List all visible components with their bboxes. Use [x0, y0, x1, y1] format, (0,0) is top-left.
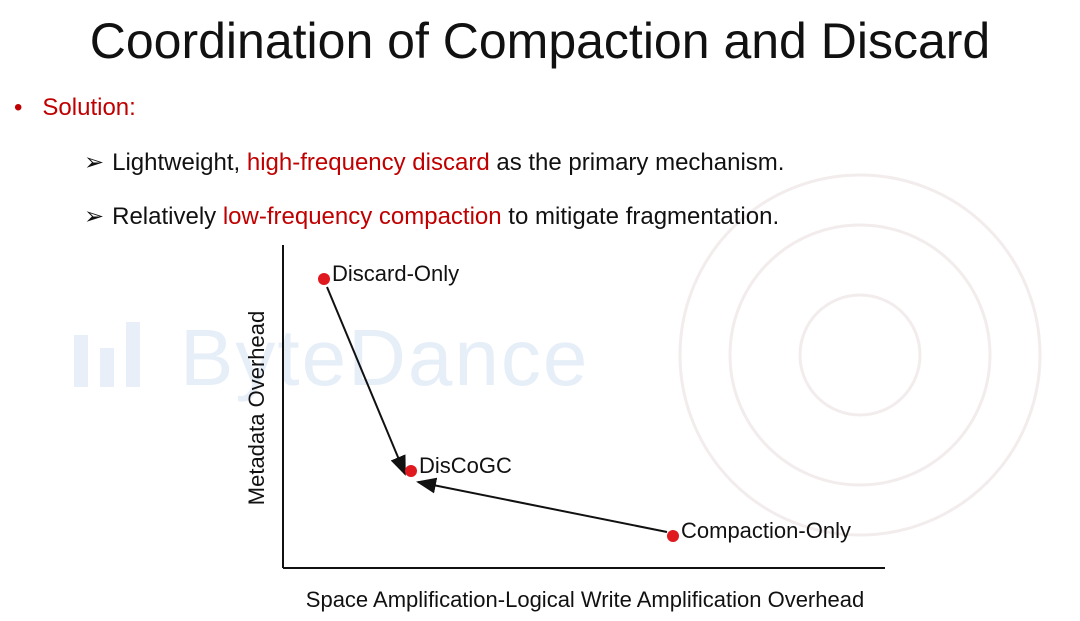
arrow: [326, 286, 406, 476]
text: low-frequency compaction: [222, 203, 502, 230]
slide-title: Coordination of Compaction and Discard: [89, 13, 991, 69]
node-dot: [667, 530, 679, 542]
sub-bullet: Relatively low-frequency compaction to m…: [84, 202, 779, 231]
text: Lightweight,: [112, 149, 247, 176]
text: to mitigate fragmentation.: [501, 203, 780, 230]
node-dot: [405, 465, 417, 477]
node-label: DisCoGC: [419, 453, 512, 478]
node-dot: [318, 273, 330, 285]
bullet-text: Solution:: [42, 94, 136, 121]
y-axis-label: Metadata Overhead: [244, 311, 269, 505]
text: as the primary mechanism.: [489, 149, 785, 176]
arrow: [416, 477, 668, 533]
logo-bars: [74, 322, 140, 387]
seal: [678, 173, 1042, 537]
bullet: Solution:: [14, 94, 136, 122]
sub-bullet: Lightweight, high-frequency discard as t…: [84, 148, 784, 177]
x-axis-label: Space Amplification-Logical Write Amplif…: [306, 587, 864, 612]
node-label: Discard-Only: [332, 261, 459, 286]
node-label: Compaction-Only: [681, 518, 851, 543]
text: Relatively: [112, 203, 223, 230]
watermark: ByteDance: [180, 313, 590, 402]
text: high-frequency discard: [246, 149, 490, 176]
